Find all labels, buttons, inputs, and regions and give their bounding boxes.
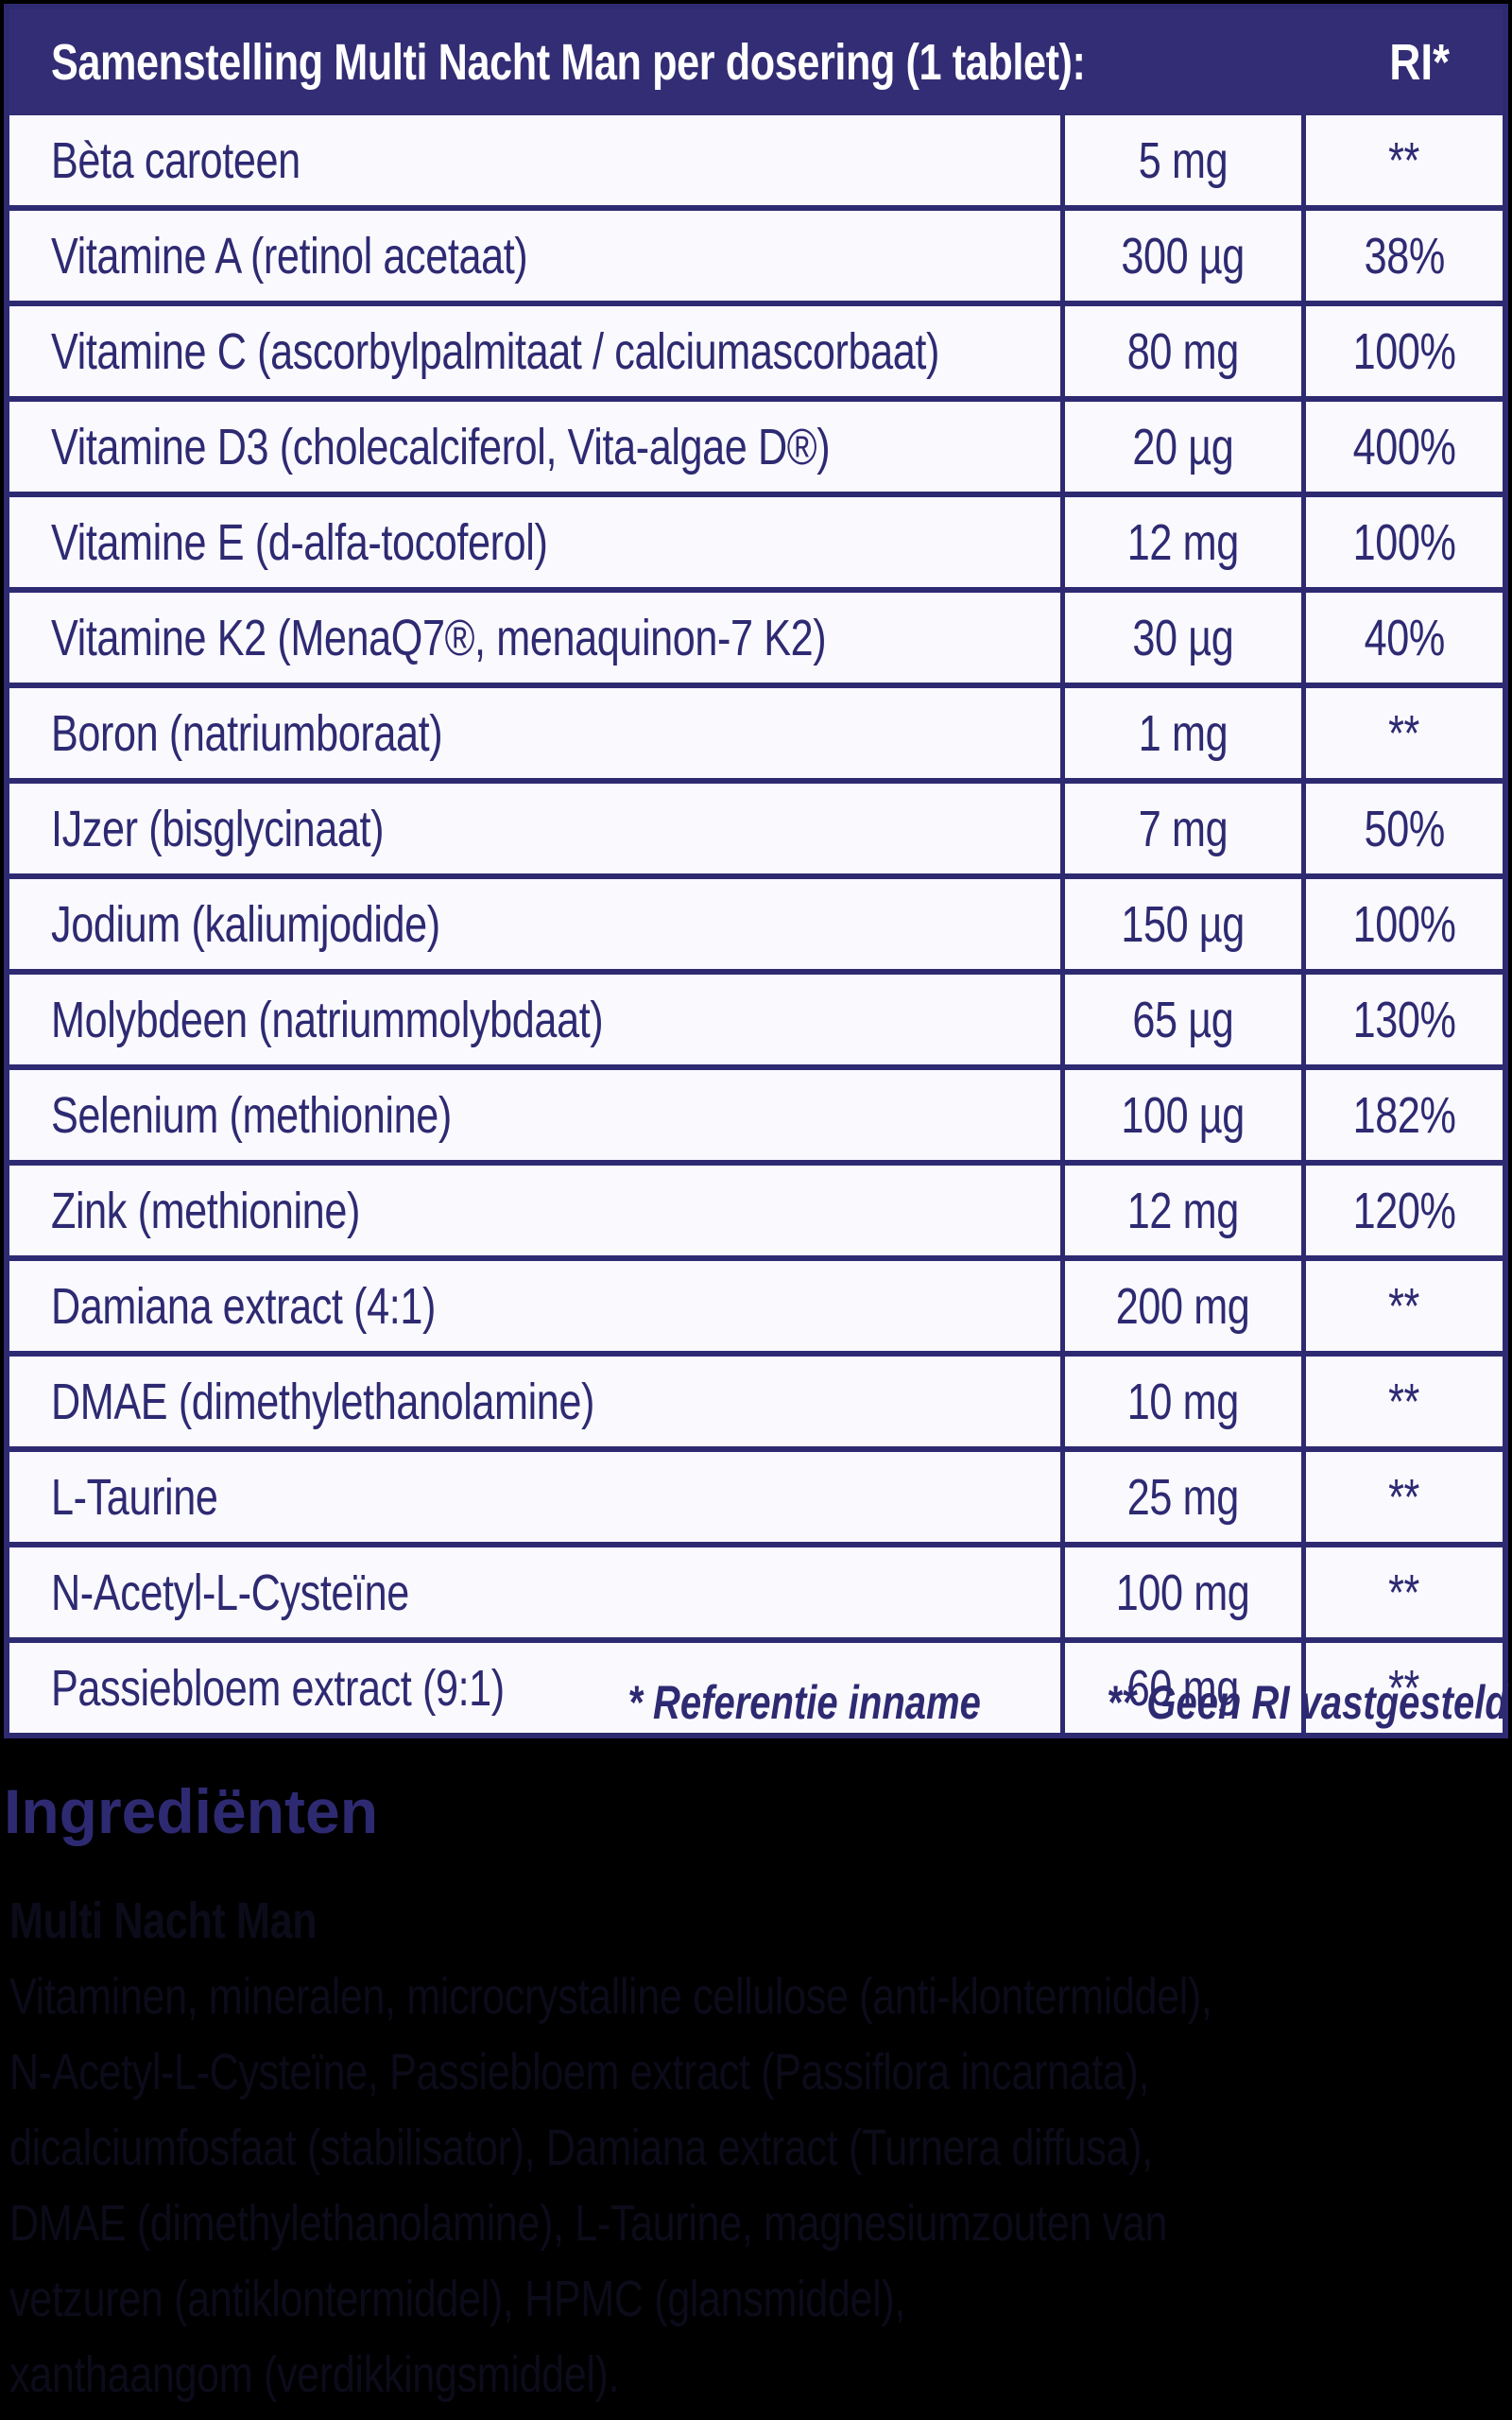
ingredient-amount-cell: 12 mg (1060, 497, 1301, 587)
table-row: Vitamine E (d-alfa-tocoferol) 12 mg 100% (9, 492, 1503, 587)
ingredient-amount-cell: 7 mg (1060, 784, 1301, 873)
ingredient-name-cell: Selenium (methionine) (51, 1086, 452, 1144)
ingredient-amount-cell: 1 mg (1060, 688, 1301, 778)
footnote: * Referentie inname ** Geen RI vastgeste… (0, 1675, 1508, 1730)
ingredient-ri-cell: 120% (1301, 1166, 1503, 1255)
table-row: Vitamine K2 (MenaQ7®, menaquinon-7 K2) 3… (9, 587, 1503, 683)
ingredients-line: dicalciumfosfaat (stabilisator), Damiana… (9, 2119, 1153, 2176)
ingredient-ri-cell: ** (1301, 1452, 1503, 1542)
ingredient-ri-cell: ** (1301, 115, 1503, 205)
ingredient-name-cell: Vitamine K2 (MenaQ7®, menaquinon-7 K2) (51, 609, 827, 666)
table-row: Vitamine C (ascorbylpalmitaat / calciuma… (9, 301, 1503, 396)
table-row: Zink (methionine) 12 mg 120% (9, 1160, 1503, 1255)
ingredient-name-cell: Zink (methionine) (51, 1182, 360, 1239)
ri-column-header: RI* (1389, 34, 1450, 91)
ingredient-name-cell: Bèta caroteen (51, 131, 301, 189)
ingredients-text: Multi Nacht Man Vitaminen, mineralen, mi… (9, 1883, 1512, 2412)
ingredient-name-cell: L-Taurine (51, 1468, 218, 1526)
ingredient-amount-cell: 30 µg (1060, 593, 1301, 683)
ingredient-name-cell: IJzer (bisglycinaat) (51, 800, 385, 857)
ingredient-amount-cell: 25 mg (1060, 1452, 1301, 1542)
ingredient-ri-cell: 182% (1301, 1070, 1503, 1160)
ingredient-amount-cell: 300 µg (1060, 211, 1301, 301)
table-row: Passiebloem extract (9:1) 60 mg ** (9, 1637, 1503, 1733)
table-body: Bèta caroteen 5 mg ** Vitamine A (retino… (9, 115, 1503, 1733)
table-row: Vitamine D3 (cholecalciferol, Vita-algae… (9, 396, 1503, 492)
ingredient-amount-cell: 100 µg (1060, 1070, 1301, 1160)
ingredient-ri-cell: ** (1301, 1261, 1503, 1351)
ingredients-line: DMAE (dimethylethanolamine), L-Taurine, … (9, 2195, 1168, 2252)
table-row: N-Acetyl-L-Cysteïne 100 mg ** (9, 1542, 1503, 1637)
ingredient-amount-cell: 80 mg (1060, 306, 1301, 396)
ingredient-name-cell: Vitamine E (d-alfa-tocoferol) (51, 513, 548, 571)
ingredient-ri-cell: 100% (1301, 879, 1503, 969)
ingredient-name-cell: Boron (natriumboraat) (51, 704, 443, 762)
ingredient-name-cell: Jodium (kaliumjodide) (51, 895, 440, 953)
table-row: L-Taurine 25 mg ** (9, 1446, 1503, 1542)
table-row: IJzer (bisglycinaat) 7 mg 50% (9, 778, 1503, 873)
table-row: Bèta caroteen 5 mg ** (9, 115, 1503, 205)
ingredient-amount-cell: 150 µg (1060, 879, 1301, 969)
ingredient-name-cell: Damiana extract (4:1) (51, 1277, 436, 1335)
ingredient-ri-cell: 38% (1301, 211, 1503, 301)
ingredient-amount-cell: 100 mg (1060, 1547, 1301, 1637)
ingredients-line: Vitaminen, mineralen, microcrystalline c… (9, 1968, 1212, 2025)
table-row: DMAE (dimethylethanolamine) 10 mg ** (9, 1351, 1503, 1446)
ingredient-name-cell: Vitamine A (retinol acetaat) (51, 227, 528, 285)
table-row: Selenium (methionine) 100 µg 182% (9, 1064, 1503, 1160)
table-row: Damiana extract (4:1) 200 mg ** (9, 1255, 1503, 1351)
footnote-no-ri: ** Geen RI vastgesteld (1107, 1676, 1508, 1729)
ingredient-amount-cell: 10 mg (1060, 1357, 1301, 1446)
ingredient-amount-cell: 60 mg (1060, 1643, 1301, 1733)
ingredient-ri-cell: ** (1301, 688, 1503, 778)
ingredient-ri-cell: ** (1301, 1643, 1503, 1733)
ingredient-name-cell: DMAE (dimethylethanolamine) (51, 1373, 595, 1430)
table-row: Jodium (kaliumjodide) 150 µg 100% (9, 873, 1503, 969)
ingredients-line: N-Acetyl-L-Cysteïne, Passiebloem extract… (9, 2044, 1150, 2100)
ingredient-ri-cell: 130% (1301, 975, 1503, 1064)
ingredient-ri-cell: 400% (1301, 402, 1503, 492)
supplement-facts-table: Samenstelling Multi Nacht Man per doseri… (4, 4, 1508, 1738)
ingredients-line: xanthaangom (verdikkingsmiddel). (9, 2346, 620, 2403)
table-header: Samenstelling Multi Nacht Man per doseri… (9, 9, 1503, 115)
ingredients-heading: Ingrediënten (4, 1776, 379, 1846)
ingredient-amount-cell: 12 mg (1060, 1166, 1301, 1255)
ingredient-ri-cell: ** (1301, 1547, 1503, 1637)
ingredient-amount-cell: 65 µg (1060, 975, 1301, 1064)
ingredient-amount-cell: 5 mg (1060, 115, 1301, 205)
ingredient-name-cell: Molybdeen (natriummolybdaat) (51, 991, 604, 1048)
table-row: Vitamine A (retinol acetaat) 300 µg 38% (9, 205, 1503, 301)
ingredients-line: vetzuren (antiklontermiddel), HPMC (glan… (9, 2271, 905, 2327)
ingredients-list: Vitaminen, mineralen, microcrystalline c… (9, 1959, 1512, 2412)
ingredient-ri-cell: 100% (1301, 306, 1503, 396)
ingredient-ri-cell: ** (1301, 1357, 1503, 1446)
table-title: Samenstelling Multi Nacht Man per doseri… (51, 34, 1086, 91)
ingredient-ri-cell: 100% (1301, 497, 1503, 587)
ingredient-name-cell: N-Acetyl-L-Cysteïne (51, 1564, 409, 1621)
ingredient-ri-cell: 40% (1301, 593, 1503, 683)
table-row: Molybdeen (natriummolybdaat) 65 µg 130% (9, 969, 1503, 1064)
ingredient-ri-cell: 50% (1301, 784, 1503, 873)
ingredient-name-cell: Vitamine C (ascorbylpalmitaat / calciuma… (51, 322, 939, 380)
table-row: Boron (natriumboraat) 1 mg ** (9, 683, 1503, 778)
ingredient-amount-cell: 20 µg (1060, 402, 1301, 492)
footnote-reference-intake: * Referentie inname (627, 1676, 981, 1729)
ingredient-name-cell: Passiebloem extract (9:1) (51, 1659, 505, 1717)
ingredient-amount-cell: 200 mg (1060, 1261, 1301, 1351)
ingredients-product-name: Multi Nacht Man (9, 1893, 318, 1949)
ingredient-name-cell: Vitamine D3 (cholecalciferol, Vita-algae… (51, 418, 831, 475)
